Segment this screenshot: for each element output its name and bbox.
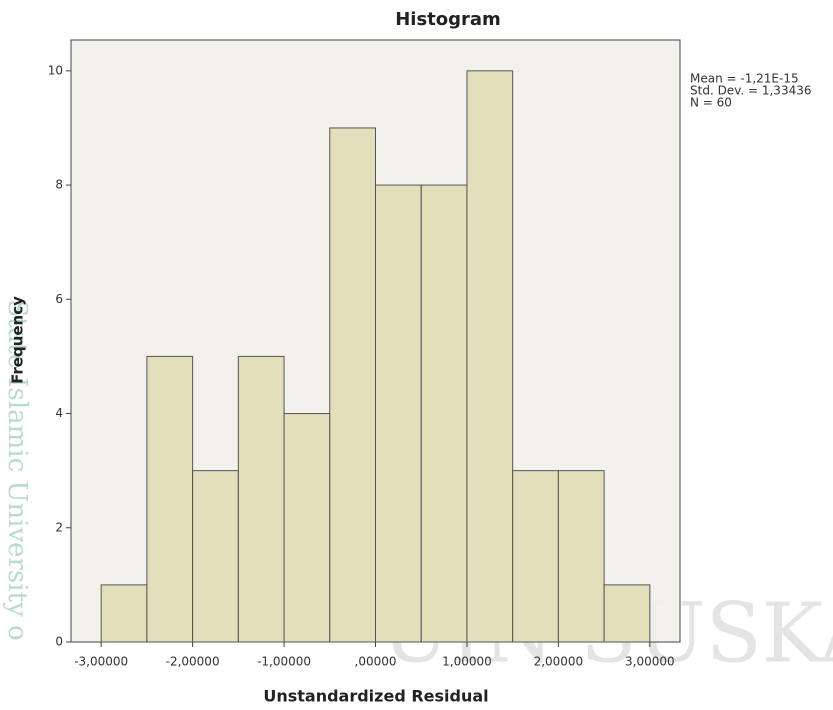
bar xyxy=(237,355,285,643)
stats-annotation: Std. Dev. = 1,33436 xyxy=(690,84,811,98)
chart-title: Histogram xyxy=(395,9,501,30)
bar xyxy=(192,470,239,643)
bar xyxy=(146,355,194,643)
bar xyxy=(420,184,468,643)
y-tick-label: 4 xyxy=(55,406,63,420)
y-tick-label: 0 xyxy=(55,635,63,649)
watermark: State Islamic University o xyxy=(2,299,32,640)
x-tick-label: 2,00000 xyxy=(534,655,584,669)
x-axis-label: Unstandardized Residual xyxy=(263,687,488,706)
y-tick-label: 8 xyxy=(55,178,63,192)
bar xyxy=(100,584,148,643)
bar xyxy=(329,127,376,643)
x-tick-label: ,00000 xyxy=(355,655,397,669)
bar xyxy=(557,470,605,643)
y-tick-label: 10 xyxy=(48,63,63,77)
bar xyxy=(603,584,651,643)
y-tick-label: 6 xyxy=(55,292,63,306)
x-tick-label: -3,00000 xyxy=(74,655,128,669)
x-tick-label: -2,00000 xyxy=(166,655,220,669)
stats-annotation: N = 60 xyxy=(690,96,732,110)
bar xyxy=(512,470,559,643)
bar xyxy=(466,70,514,643)
y-tick-label: 2 xyxy=(55,520,63,534)
x-tick-label: 1,00000 xyxy=(442,655,492,669)
x-tick-label: 3,00000 xyxy=(625,655,675,669)
x-tick-label: -1,00000 xyxy=(257,655,311,669)
y-axis-label: Frequency xyxy=(9,296,27,384)
bar xyxy=(375,184,422,643)
stats-annotation: Mean = -1,21E-15 xyxy=(690,72,799,86)
bar xyxy=(283,413,331,643)
